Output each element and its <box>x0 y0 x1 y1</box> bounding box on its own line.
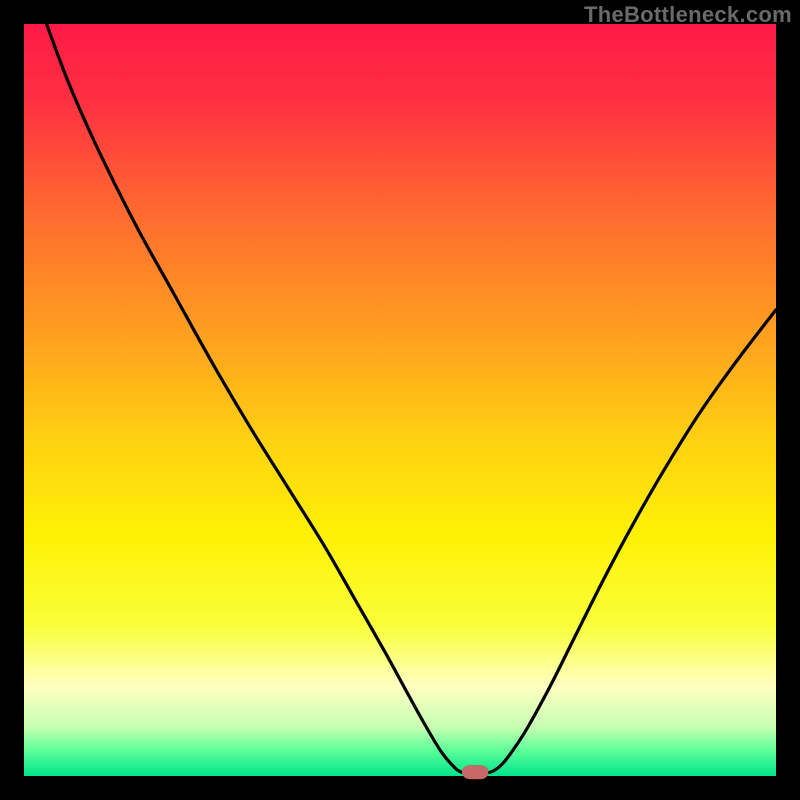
watermark-label: TheBottleneck.com <box>584 2 792 28</box>
optimal-marker <box>462 765 488 779</box>
plot-background <box>24 24 776 776</box>
bottleneck-chart <box>0 0 800 800</box>
chart-frame: TheBottleneck.com <box>0 0 800 800</box>
